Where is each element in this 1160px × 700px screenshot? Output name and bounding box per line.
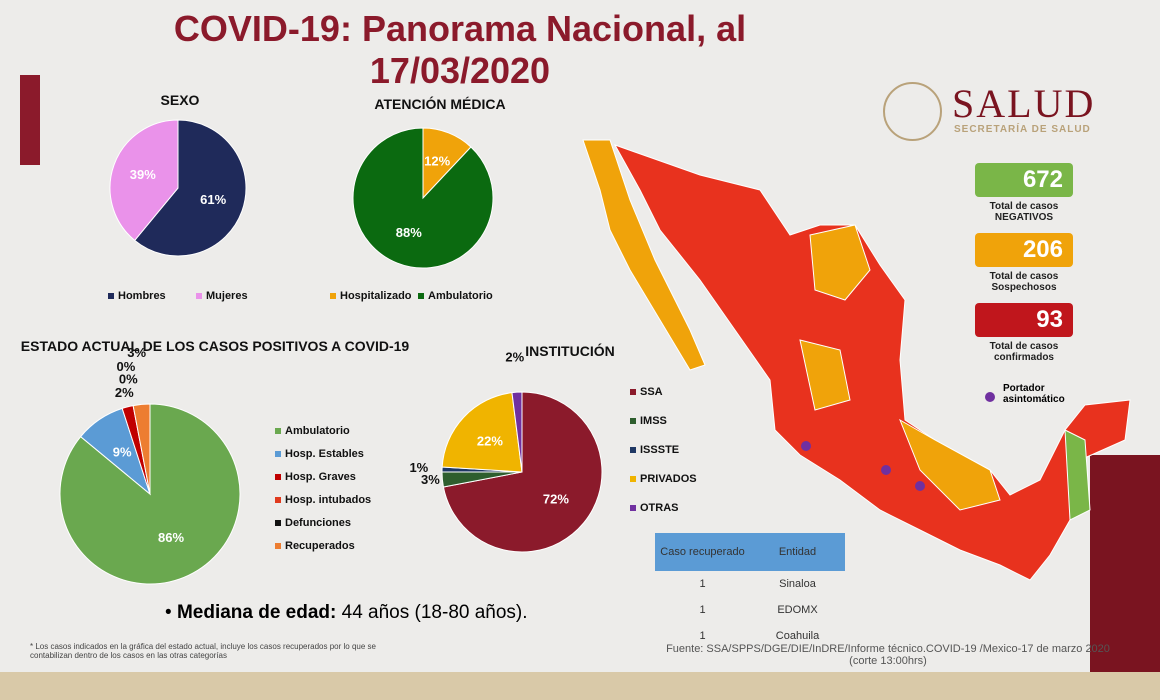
legend-label: Ambulatorio — [285, 425, 350, 437]
value-label: 9% — [113, 444, 132, 459]
median-label: Mediana de edad: — [176, 602, 337, 623]
legend-label: Ambulatorio — [428, 290, 493, 302]
chart-title: ESTADO ACTUAL DE LOS CASOS POSITIVOS A C… — [20, 338, 410, 354]
footnote: * Los casos indicados en la gráfica del … — [30, 642, 376, 660]
median: • Mediana de edad: 44 años (18-80 años). — [165, 602, 528, 623]
legend-swatch — [275, 520, 281, 526]
value-label: 3% — [421, 472, 440, 487]
legend-swatch — [275, 474, 281, 480]
median-value: 44 años (18-80 años). — [341, 602, 528, 623]
pie-slice — [352, 127, 494, 269]
chart-title: ATENCIÓN MÉDICA — [374, 96, 506, 112]
logo-name: SALUD — [952, 81, 1096, 126]
legend-swatch — [275, 543, 281, 549]
legend-label: IMSS — [640, 415, 667, 427]
table-header: Caso recuperado — [660, 546, 745, 558]
table-cell: Sinaloa — [779, 578, 816, 590]
table: Caso recuperado Entidad 1 Sinaloa 1 EDOMX 1… — [655, 533, 845, 649]
legend-label: Hospitalizado — [340, 290, 412, 302]
stat-value: 672 — [975, 163, 1073, 197]
pie-slice — [109, 119, 179, 242]
pie-slice — [133, 119, 247, 257]
chart-title: SEXO — [160, 92, 200, 108]
legend-label: PRIVADOS — [640, 473, 697, 485]
table-cell: Coahuila — [775, 630, 820, 642]
map-region — [613, 144, 1131, 581]
map-legend: Portador asintomático — [1003, 383, 1065, 405]
value-label: 22% — [477, 433, 503, 448]
value-label: 0% — [116, 359, 135, 374]
value-label: 0% — [119, 371, 138, 386]
stat-label: Total de casos Sospechosos — [989, 271, 1059, 293]
legend-swatch — [630, 418, 636, 424]
legend-swatch — [418, 293, 424, 299]
source: Fuente: SSA/SPPS/DGE/DIE/InDRE/Informe t… — [648, 643, 1128, 667]
accent-box — [1090, 455, 1160, 690]
legend-label: SSA — [640, 386, 663, 398]
pie-slice — [442, 391, 603, 553]
map-dot — [801, 441, 811, 451]
logo-subtitle: SECRETARÍA DE SALUD — [954, 124, 1091, 135]
legend-label: ISSSTE — [640, 444, 679, 456]
map-region — [809, 224, 871, 301]
value-label: 2% — [505, 349, 524, 364]
source-note: (corte 13:00hrs) — [849, 655, 927, 667]
value-label: 72% — [543, 491, 569, 506]
pie-slice — [511, 391, 523, 473]
emblem — [883, 82, 942, 141]
chart-title: INSTITUCIÓN — [525, 343, 615, 359]
legend-swatch — [275, 497, 281, 503]
legend-label: Hosp. Graves — [285, 471, 356, 483]
value-label: 2% — [115, 385, 134, 400]
pie-slice — [441, 392, 523, 473]
value-label: 1% — [409, 460, 428, 475]
legend-swatch — [196, 293, 202, 299]
table-cell: 1 — [699, 604, 706, 616]
stat-value: 93 — [975, 303, 1073, 337]
table-cell: 1 — [699, 578, 706, 590]
pie-slice — [132, 403, 151, 495]
map-dot — [881, 465, 891, 475]
source-text: Fuente: SSA/SPPS/DGE/DIE/InDRE/Informe t… — [666, 643, 1110, 655]
legend-label: Hombres — [118, 290, 166, 302]
legend-label: Mujeres — [206, 290, 248, 302]
value-label: 3% — [127, 345, 146, 360]
stat-label: Total de casos confirmados — [989, 341, 1059, 363]
map — [582, 139, 1131, 581]
legend-swatch — [330, 293, 336, 299]
legend-label: OTRAS — [640, 502, 679, 514]
legend-swatch — [108, 293, 114, 299]
page-title: COVID-19: Panorama Nacional, al 17/03/20… — [173, 8, 747, 91]
footer-strip — [0, 672, 1160, 700]
value-label: 12% — [424, 154, 450, 169]
table-cell: 1 — [699, 630, 706, 642]
accent-bar — [20, 75, 40, 165]
value-label: 88% — [396, 225, 422, 240]
map-region — [1064, 429, 1091, 521]
stat-label: Total de casos NEGATIVOS — [989, 201, 1059, 223]
legend-dot — [985, 392, 995, 402]
map-dot — [915, 481, 925, 491]
legend-swatch — [275, 428, 281, 434]
table-header: Entidad — [778, 546, 817, 558]
map-region — [582, 139, 706, 371]
legend-swatch — [630, 476, 636, 482]
legend-swatch — [630, 389, 636, 395]
map-region — [799, 339, 851, 411]
legend-swatch — [630, 505, 636, 511]
legend-swatch — [630, 447, 636, 453]
stat-value: 206 — [975, 233, 1073, 267]
value-label: 39% — [130, 167, 156, 182]
legend-label: Hosp. Estables — [285, 448, 364, 460]
legend-label: Recuperados — [285, 540, 355, 552]
table-cell: EDOMX — [777, 604, 818, 616]
legend-label: Hosp. intubados — [285, 494, 371, 506]
legend-label: Defunciones — [285, 517, 351, 529]
value-label: 61% — [200, 192, 226, 207]
map-region — [899, 418, 1001, 511]
value-label: 86% — [158, 530, 184, 545]
legend-swatch — [275, 451, 281, 457]
